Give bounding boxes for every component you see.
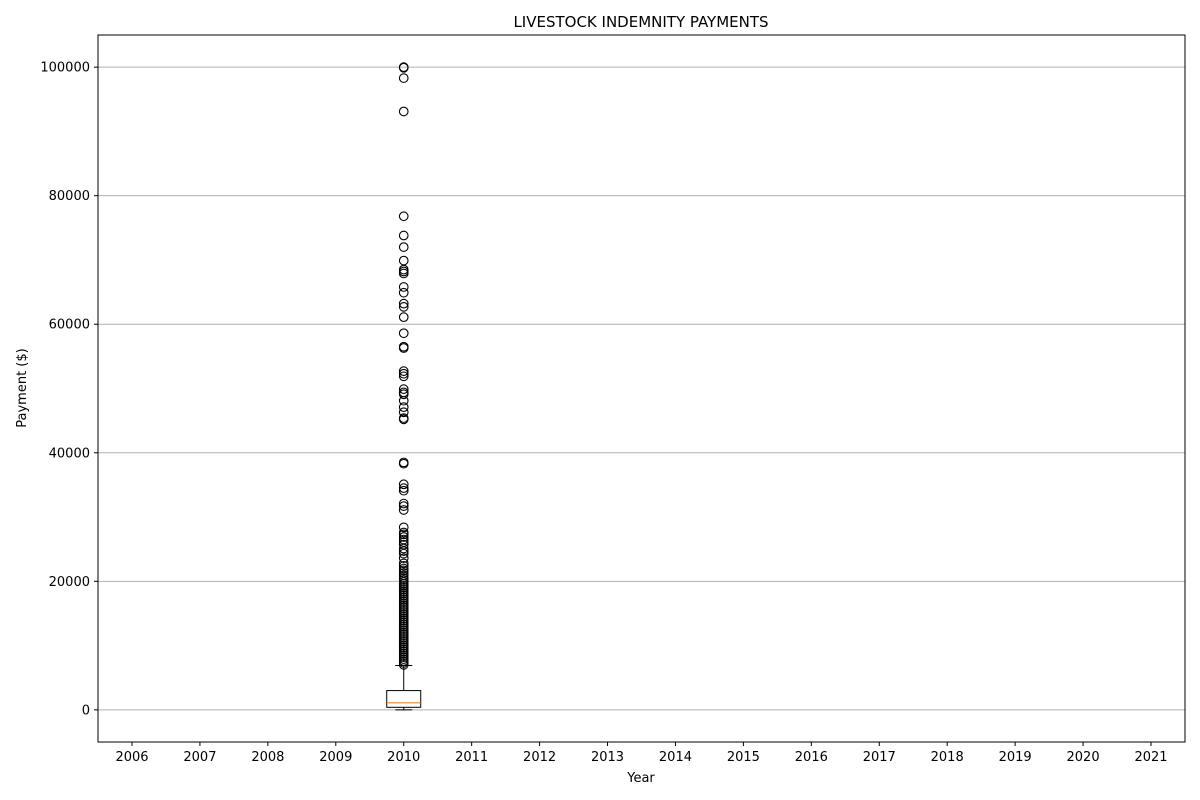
outlier-point: [398, 268, 409, 279]
outlier-point: [398, 106, 409, 117]
chart-title: LIVESTOCK INDEMNITY PAYMENTS: [513, 13, 768, 31]
outlier-point: [398, 483, 409, 493]
outlier-point: [398, 407, 409, 418]
y-axis-label: Payment ($): [15, 348, 30, 427]
y-tick-label: 60000: [49, 318, 90, 333]
y-tick-label: 40000: [49, 446, 90, 461]
outlier-point: [398, 282, 409, 292]
x-axis-label: Year: [626, 771, 655, 786]
x-tick-label: 2010: [387, 750, 420, 765]
outlier-point: [398, 529, 409, 540]
outlier-point: [398, 230, 409, 241]
x-tick-label: 2019: [999, 750, 1032, 765]
outlier-point: [398, 501, 409, 511]
outlier-point: [398, 561, 409, 571]
grid-layer: [98, 66, 1185, 711]
outlier-point: [398, 414, 409, 425]
outlier-point: [398, 565, 409, 576]
y-tick-label: 0: [82, 703, 90, 718]
outlier-point: [398, 402, 409, 412]
outlier-point: [398, 553, 409, 564]
outlier-point: [398, 522, 409, 533]
plot-frame: [97, 34, 1186, 743]
x-tick-label: 2011: [455, 750, 488, 765]
outlier-point: [398, 73, 409, 83]
y-axis-ticks: 0 20000 40000 60000 80000 100000: [40, 61, 98, 718]
y-tick-label: 20000: [49, 575, 90, 590]
outlier-point: [398, 255, 409, 266]
x-tick-label: 2009: [319, 750, 352, 765]
x-tick-label: 2014: [659, 750, 692, 765]
outlier-point: [398, 211, 409, 222]
x-tick-label: 2021: [1134, 750, 1167, 765]
y-tick-label: 100000: [40, 61, 90, 76]
outlier-point: [398, 302, 409, 312]
x-tick-label: 2008: [251, 750, 284, 765]
x-tick-label: 2015: [727, 750, 760, 765]
box-layer: [386, 62, 422, 711]
outlier-point: [398, 485, 409, 496]
box-2010: [386, 62, 422, 711]
x-tick-label: 2012: [523, 750, 556, 765]
x-axis-ticks: 2006 2007 2008 2009 2010 2011 2012 2013 2014 2015…: [115, 742, 1168, 765]
outlier-point: [398, 343, 409, 353]
outlier-point: [398, 505, 409, 515]
outlier-point: [398, 389, 409, 400]
outlier-point: [398, 543, 409, 554]
outlier-point: [398, 546, 409, 556]
outlier-point: [398, 368, 409, 379]
outlier-point: [398, 366, 409, 376]
outlier-point: [398, 384, 409, 394]
outlier-point: [398, 395, 409, 406]
outlier-point: [398, 660, 409, 670]
outlier-point: [398, 312, 409, 323]
x-tick-label: 2020: [1067, 750, 1100, 765]
outlier-point: [398, 558, 409, 569]
outlier-point: [398, 548, 409, 559]
outlier-point: [398, 479, 409, 490]
iqr-box: [386, 690, 422, 708]
x-tick-label: 2017: [863, 750, 896, 765]
outlier-point: [398, 458, 409, 469]
outlier-point: [398, 328, 409, 339]
outlier-point: [398, 298, 409, 309]
x-tick-label: 2007: [183, 750, 216, 765]
outlier-point: [398, 371, 409, 382]
outlier-point: [398, 266, 409, 277]
outlier-point: [398, 62, 409, 73]
y-tick-label: 80000: [49, 189, 90, 204]
outlier-point: [398, 287, 409, 298]
x-tick-label: 2018: [931, 750, 964, 765]
x-tick-label: 2016: [795, 750, 828, 765]
outlier-point: [398, 242, 409, 252]
outlier-point: [398, 498, 409, 509]
outlier-point: [398, 532, 409, 542]
x-tick-label: 2006: [115, 750, 148, 765]
x-tick-label: 2013: [591, 750, 624, 765]
